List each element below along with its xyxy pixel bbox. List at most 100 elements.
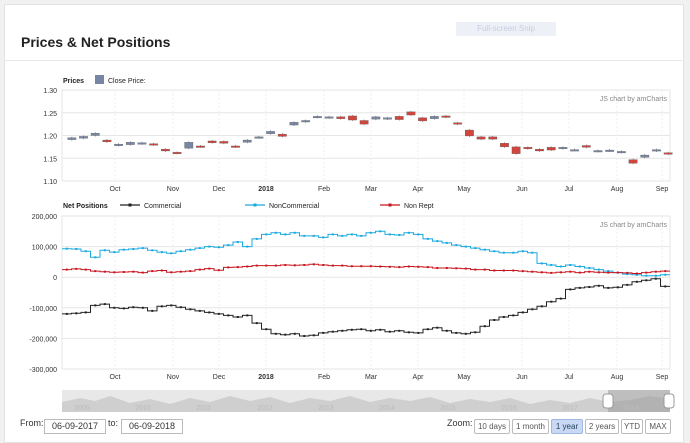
- series-point-2: [664, 270, 667, 273]
- series-point-0: [436, 326, 439, 329]
- series-point-1: [113, 251, 116, 254]
- positions-x-tick: 2018: [258, 374, 274, 381]
- price-legend-swatch[interactable]: [95, 75, 104, 84]
- candle: [102, 139, 112, 143]
- series-point-0: [521, 311, 524, 314]
- series-point-1: [151, 249, 154, 252]
- series-point-2: [388, 265, 391, 268]
- zoom-max-button[interactable]: MAX: [645, 419, 671, 434]
- series-point-1: [84, 250, 87, 253]
- series-point-2: [189, 270, 192, 273]
- series-point-1: [550, 264, 553, 266]
- legend-marker-0: [128, 203, 132, 207]
- candle: [67, 137, 77, 140]
- candle: [301, 120, 311, 123]
- zoom-1-month-button[interactable]: 1 month: [512, 419, 549, 434]
- series-point-1: [132, 248, 135, 250]
- positions-y-tick: -100,000: [29, 306, 57, 313]
- candle: [558, 147, 568, 149]
- positions-x-tick: Mar: [365, 374, 378, 381]
- zoom-ytd-button[interactable]: YTD: [621, 419, 643, 434]
- candle: [383, 117, 392, 120]
- positions-x-tick: Jul: [565, 374, 574, 381]
- series-point-2: [417, 265, 420, 268]
- price-x-tick: Mar: [365, 186, 378, 193]
- navigator-handle-left[interactable]: [602, 393, 614, 409]
- zoom-1-year-button[interactable]: 1 year: [551, 419, 583, 434]
- to-date-input[interactable]: 06-09-2018: [121, 419, 183, 434]
- navigator-year: 2009: [74, 405, 90, 412]
- price-x-axis: Oct Nov Dec 2018 Feb Mar Apr May Jun Jul Aug Sep: [110, 186, 669, 193]
- fullscreen-button[interactable]: Full-screen Snip: [456, 22, 556, 36]
- positions-x-tick: Dec: [213, 374, 226, 381]
- price-plot-frame: [61, 89, 671, 182]
- series-point-2: [464, 267, 467, 270]
- series-point-2: [597, 271, 600, 274]
- candle: [196, 145, 205, 148]
- price-x-tick: Dec: [213, 186, 226, 193]
- series-point-2: [369, 265, 372, 268]
- series-point-1: [94, 256, 97, 259]
- candle: [488, 136, 498, 140]
- candle: [161, 148, 170, 152]
- series-point-2: [654, 270, 657, 273]
- candle: [394, 116, 404, 120]
- chart-card: [4, 4, 684, 443]
- candle: [570, 149, 579, 152]
- series-point-1: [189, 248, 192, 251]
- candle: [231, 145, 240, 148]
- series-point-1: [654, 274, 657, 277]
- series-point-1: [265, 233, 268, 236]
- series-point-2: [502, 269, 505, 272]
- candle: [593, 150, 603, 153]
- navigator-year: 2013: [318, 405, 334, 412]
- price-y-tick: 1.15: [43, 156, 57, 163]
- series-point-2: [350, 265, 353, 268]
- legend-label-2: Non Rept: [404, 203, 434, 210]
- series-point-0: [208, 311, 211, 314]
- navigator-year: 2017: [562, 405, 578, 412]
- positions-x-tick: Jun: [516, 374, 527, 381]
- series-point-1: [236, 241, 239, 243]
- series-point-2: [426, 266, 429, 269]
- series-point-2: [474, 268, 477, 271]
- series-point-1: [312, 234, 315, 237]
- positions-x-axis: Oct Nov Dec 2018 Feb Mar Apr May Jun Jul Aug Sep: [110, 374, 669, 381]
- navigator-year: 2018: [623, 405, 639, 412]
- series-point-0: [379, 328, 382, 331]
- navigator-selection[interactable]: [608, 390, 670, 412]
- zoom-label: Zoom:: [447, 418, 473, 428]
- series-point-1: [246, 245, 249, 248]
- navigator-year: 2014: [379, 405, 395, 412]
- legend-marker-2: [388, 203, 392, 207]
- zoom-2-years-button[interactable]: 2 years: [585, 419, 619, 434]
- series-point-1: [198, 247, 201, 250]
- candle: [359, 120, 369, 125]
- navigator-handle-right[interactable]: [663, 393, 675, 409]
- from-date-input[interactable]: 06-09-2017: [44, 419, 106, 434]
- series-point-2: [531, 270, 534, 273]
- series-point-0: [664, 285, 667, 288]
- amcharts-credit[interactable]: JS chart by amCharts: [600, 96, 668, 103]
- series-point-2: [284, 264, 287, 266]
- amcharts-credit-positions[interactable]: JS chart by amCharts: [600, 222, 668, 229]
- zoom-10-days-button[interactable]: 10 days: [474, 419, 510, 434]
- series-point-1: [217, 246, 220, 249]
- series-point-0: [236, 316, 239, 318]
- series-point-0: [550, 300, 553, 303]
- series-point-1: [284, 233, 287, 236]
- series-point-2: [75, 267, 78, 270]
- series-point-2: [103, 270, 106, 273]
- from-label: From:: [20, 418, 44, 428]
- price-x-tick: May: [457, 186, 471, 193]
- candle: [429, 116, 439, 119]
- series-point-0: [531, 308, 534, 311]
- series-point-0: [170, 304, 173, 307]
- series-point-0: [626, 283, 629, 286]
- series-point-0: [588, 286, 591, 288]
- series-point-0: [179, 306, 182, 309]
- series-point-2: [559, 271, 562, 274]
- series-point-2: [379, 265, 382, 268]
- series-point-1: [103, 249, 106, 252]
